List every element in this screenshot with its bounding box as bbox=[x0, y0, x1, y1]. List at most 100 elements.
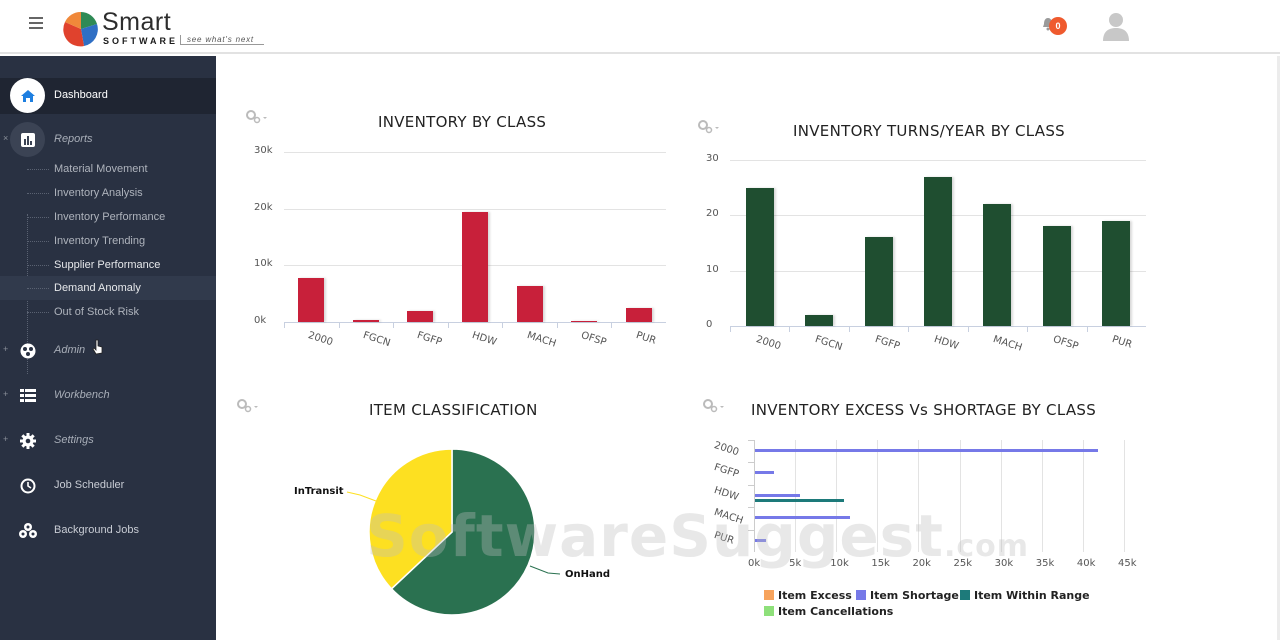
expand-icon[interactable]: + bbox=[3, 389, 9, 399]
x-axis-tick-label: 40k bbox=[1076, 558, 1096, 569]
user-avatar-icon[interactable] bbox=[1100, 10, 1132, 42]
logo-subtext: SOFTWARE bbox=[103, 36, 178, 46]
legend-swatch bbox=[960, 590, 970, 600]
x-tick bbox=[611, 322, 613, 328]
bar-pur[interactable] bbox=[1102, 220, 1131, 326]
chart-settings-gear-icon[interactable] bbox=[237, 399, 259, 413]
chart-settings-gear-icon[interactable] bbox=[698, 120, 720, 134]
bar-ofsp[interactable] bbox=[1042, 226, 1071, 326]
bar-mach[interactable] bbox=[516, 285, 543, 322]
bar-fgcn[interactable] bbox=[352, 320, 379, 322]
pie-slice-onhand[interactable] bbox=[390, 448, 536, 616]
sidebar-item-label: Dashboard bbox=[54, 89, 108, 101]
x-tick bbox=[393, 322, 395, 328]
scrollbar[interactable] bbox=[1277, 56, 1280, 640]
x-axis-tick-label: 0k bbox=[748, 558, 761, 569]
legend-swatch bbox=[856, 590, 866, 600]
sidebar-item-reports[interactable]: × Reports bbox=[0, 122, 216, 158]
gridline bbox=[730, 160, 1146, 161]
sidebar-item-label: Reports bbox=[54, 133, 93, 145]
legend-item-within-range[interactable]: Item Within Range bbox=[960, 589, 1090, 602]
y-tick bbox=[748, 484, 754, 486]
collapse-icon[interactable]: × bbox=[3, 133, 9, 143]
y-axis-tick-label: 0 bbox=[706, 319, 713, 330]
x-axis-tick-label: 10k bbox=[830, 558, 849, 569]
bar-2000[interactable] bbox=[298, 278, 325, 322]
chart-settings-gear-icon[interactable] bbox=[703, 399, 725, 413]
bar-mach[interactable] bbox=[983, 204, 1012, 326]
gridline bbox=[836, 440, 838, 552]
pie-slice-intransit[interactable] bbox=[368, 448, 453, 590]
bar-ofsp[interactable] bbox=[571, 321, 598, 322]
y-axis-tick-label: 0k bbox=[254, 315, 267, 326]
hbar-hdw-item-within-range[interactable] bbox=[755, 498, 844, 502]
sidebar-subitem-out-of-stock-risk[interactable]: Out of Stock Risk bbox=[0, 300, 216, 324]
bar-fgcn[interactable] bbox=[805, 314, 834, 326]
hamburger-menu-icon[interactable] bbox=[29, 17, 43, 31]
bar-chart-icon bbox=[20, 132, 35, 147]
sidebar-item-label: Job Scheduler bbox=[54, 479, 125, 491]
y-tick bbox=[748, 440, 754, 441]
chart-title: INVENTORY BY CLASS bbox=[378, 113, 547, 131]
hbar-pur-item-shortage[interactable] bbox=[755, 538, 766, 542]
bar-fgfp[interactable] bbox=[864, 237, 893, 326]
gridline bbox=[284, 208, 666, 210]
x-tick bbox=[908, 326, 910, 332]
legend-item-cancellations[interactable]: Item Cancellations bbox=[764, 605, 893, 618]
hbar-hdw-item-shortage[interactable] bbox=[755, 493, 801, 497]
x-axis-tick-label: 35k bbox=[1035, 558, 1055, 569]
logo-mark-icon bbox=[63, 11, 98, 47]
notification-badge[interactable]: 0 bbox=[1049, 17, 1067, 35]
x-axis-tick-label: 15k bbox=[871, 558, 890, 569]
sidebar-subitem-inventory-analysis[interactable]: Inventory Analysis bbox=[0, 181, 216, 205]
bar-2000[interactable] bbox=[745, 187, 774, 326]
smart-software-logo[interactable]: Smart SOFTWARE see what's next bbox=[62, 8, 272, 50]
sidebar-item-dashboard[interactable]: Dashboard bbox=[0, 78, 216, 114]
clock-icon bbox=[20, 478, 36, 494]
pie-chart[interactable] bbox=[360, 440, 550, 630]
sidebar-item-label: Settings bbox=[54, 434, 94, 446]
sidebar-subitem-inventory-trending[interactable]: Inventory Trending bbox=[0, 229, 216, 253]
sidebar-subitem-supplier-performance[interactable]: Supplier Performance bbox=[0, 253, 216, 277]
cubes-icon bbox=[19, 523, 37, 538]
hbar-mach-item-shortage[interactable] bbox=[755, 516, 850, 520]
sidebar-subitem-demand-anomaly[interactable]: Demand Anomaly bbox=[0, 276, 216, 300]
y-axis-tick-label: 20k bbox=[254, 201, 273, 213]
sidebar-item-workbench[interactable]: + Workbench bbox=[0, 378, 216, 414]
sidebar-item-admin[interactable]: + Admin bbox=[0, 333, 216, 369]
x-tick bbox=[967, 326, 969, 332]
logo-tagline: see what's next bbox=[180, 35, 264, 45]
pie-connector-lines bbox=[346, 491, 561, 575]
pie-label-intransit: InTransit bbox=[294, 486, 344, 497]
pie-label-onhand: OnHand bbox=[565, 569, 611, 580]
hbar-2000-item-shortage[interactable] bbox=[755, 449, 1098, 452]
x-axis-tick-label: 25k bbox=[953, 558, 973, 569]
legend-swatch bbox=[764, 590, 774, 600]
bar-fgfp[interactable] bbox=[407, 311, 434, 322]
x-axis-tick-label: 20k bbox=[912, 558, 931, 569]
sidebar-item-settings[interactable]: + Settings bbox=[0, 423, 216, 459]
hbar-fgfp-item-shortage[interactable] bbox=[755, 471, 774, 475]
sidebar-item-label: Admin bbox=[54, 344, 86, 356]
sidebar-subitem-inventory-performance[interactable]: Inventory Performance bbox=[0, 205, 216, 229]
sidebar-subitem-material-movement[interactable]: Material Movement bbox=[0, 157, 216, 181]
gridline bbox=[918, 440, 920, 552]
x-tick bbox=[730, 326, 731, 332]
expand-icon[interactable]: + bbox=[3, 434, 9, 444]
x-axis-line bbox=[730, 326, 1146, 327]
bar-pur[interactable] bbox=[625, 308, 652, 322]
gridline bbox=[1124, 440, 1125, 552]
chart-title: INVENTORY TURNS/YEAR BY CLASS bbox=[793, 122, 1065, 140]
legend-item-excess[interactable]: Item Excess bbox=[764, 589, 852, 602]
sidebar-item-background-jobs[interactable]: Background Jobs bbox=[0, 513, 216, 549]
chart-settings-gear-icon[interactable] bbox=[246, 110, 268, 124]
y-axis-tick-label: 30k bbox=[254, 145, 273, 156]
sidebar-item-job-scheduler[interactable]: Job Scheduler bbox=[0, 468, 216, 504]
bar-hdw[interactable] bbox=[462, 211, 488, 322]
expand-icon[interactable]: + bbox=[3, 344, 9, 354]
bar-hdw[interactable] bbox=[924, 176, 952, 326]
y-axis-tick-label: 30 bbox=[706, 153, 719, 164]
legend-item-shortage[interactable]: Item Shortage bbox=[856, 589, 959, 602]
x-tick bbox=[1027, 326, 1029, 332]
home-icon-circle bbox=[10, 78, 45, 113]
